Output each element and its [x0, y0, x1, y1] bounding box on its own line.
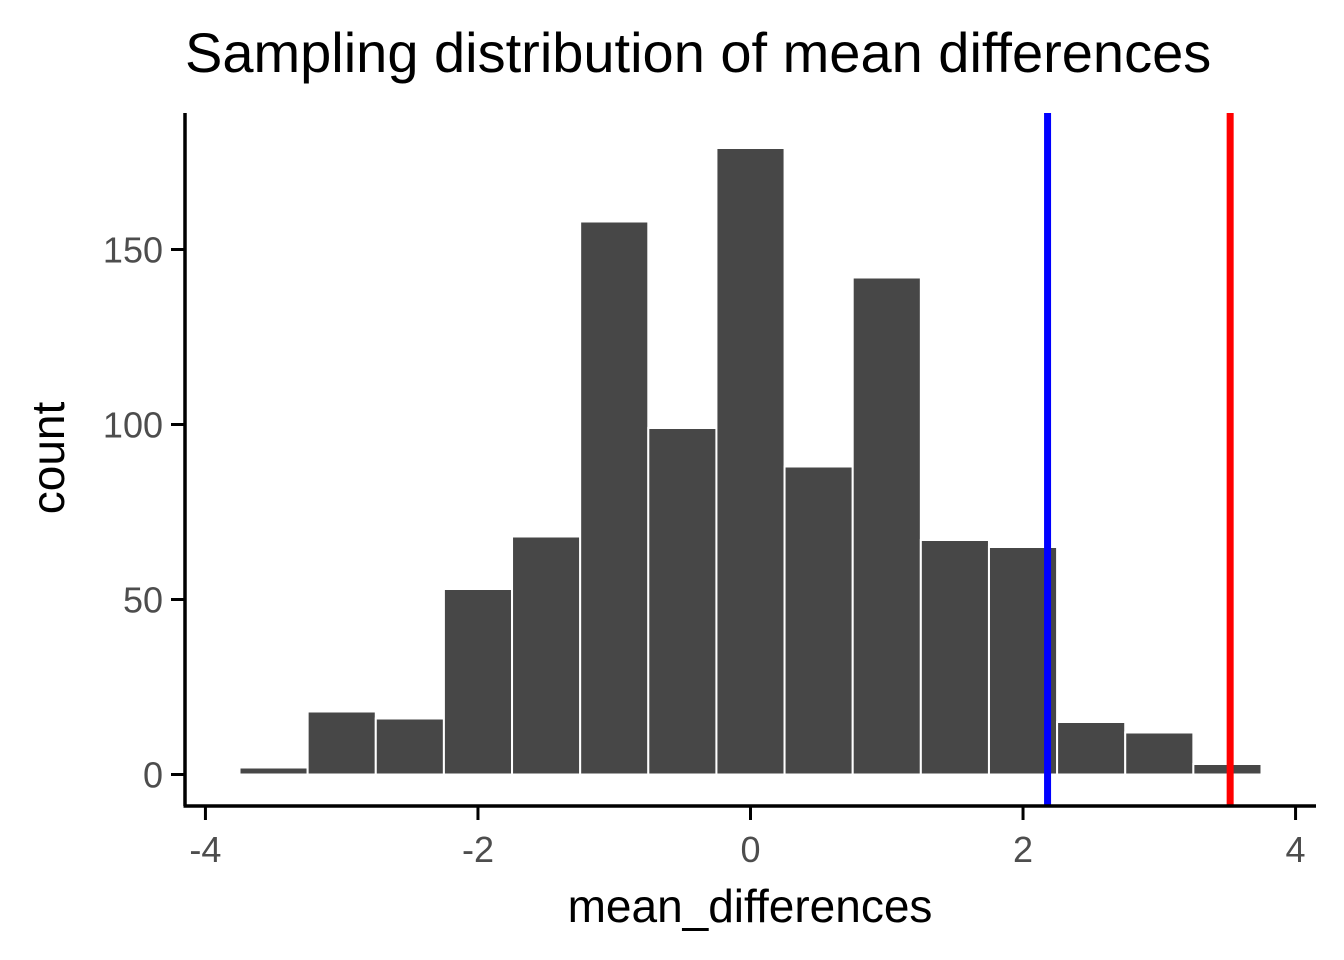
histogram-bar [919, 539, 990, 776]
histogram-bar [374, 717, 445, 776]
histogram-bar [511, 535, 582, 776]
y-axis-title: count [22, 402, 74, 515]
x-tick-label: 0 [740, 829, 760, 870]
x-tick-label: 2 [1013, 829, 1033, 870]
histogram-bar [442, 588, 514, 776]
x-axis-ticks: -4 -2 0 2 4 [189, 806, 1306, 870]
reference-lines-layer [1044, 113, 1234, 806]
x-tick-label: -4 [189, 829, 221, 870]
y-tick-label: 50 [123, 580, 163, 621]
x-tick-label: 4 [1286, 829, 1306, 870]
y-tick-label: 0 [143, 755, 163, 796]
histogram-bar [238, 766, 309, 776]
histogram-bar [715, 147, 786, 776]
histogram-bar [1124, 731, 1195, 776]
y-tick-label: 150 [103, 230, 163, 271]
y-tick-label: 100 [103, 405, 163, 446]
histogram-bar [1056, 721, 1127, 776]
histogram-bar [851, 276, 922, 776]
histogram-bar [579, 220, 650, 776]
histogram-bar [783, 465, 854, 776]
x-axis-title: mean_differences [568, 880, 933, 932]
histogram-bar [647, 427, 718, 776]
histogram-bar [306, 710, 377, 776]
chart-title: Sampling distribution of mean difference… [185, 21, 1211, 84]
x-tick-label: -2 [462, 829, 494, 870]
y-axis-ticks: 0 50 100 150 [103, 230, 185, 796]
